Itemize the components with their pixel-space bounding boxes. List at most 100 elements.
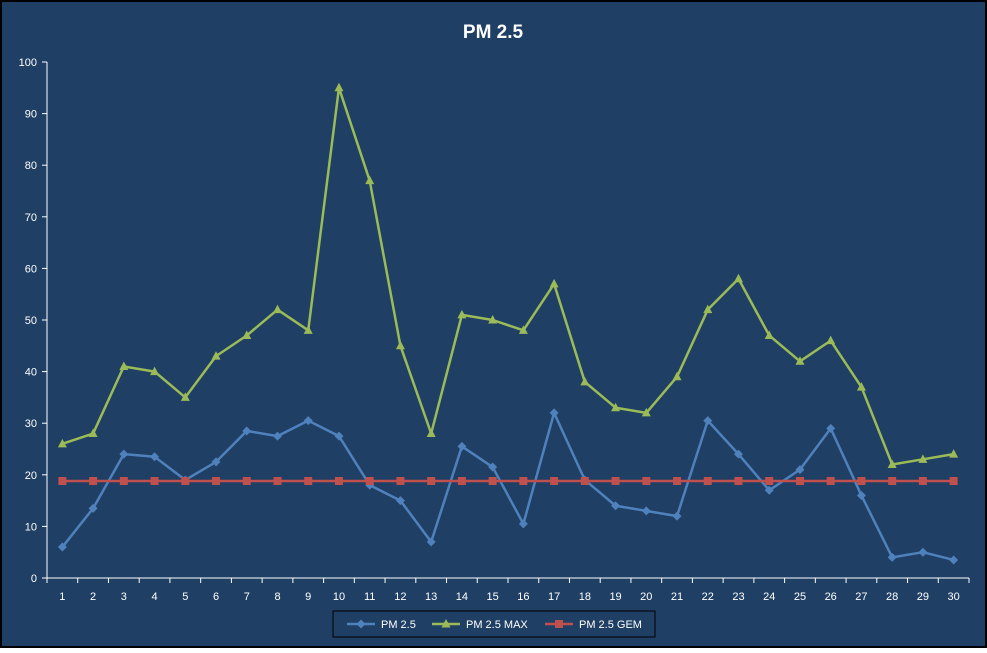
x-tick-label: 3	[121, 591, 127, 603]
data-point-0	[856, 490, 866, 500]
y-tick-label: 10	[25, 521, 37, 533]
data-point-1	[488, 315, 498, 324]
data-point-1	[580, 376, 590, 386]
data-point-2	[765, 476, 774, 485]
x-tick-label: 2	[90, 591, 96, 603]
data-point-2	[212, 476, 221, 485]
y-tick-label: 60	[25, 263, 37, 275]
x-tick-label: 22	[702, 591, 714, 603]
data-point-1	[150, 366, 160, 376]
legend-marker-0	[356, 619, 366, 629]
data-point-2	[580, 476, 589, 485]
data-point-0	[949, 555, 959, 565]
x-tick-label: 21	[671, 591, 683, 603]
data-point-0	[734, 449, 743, 459]
y-tick-label: 100	[19, 57, 37, 69]
x-tick-label: 9	[305, 591, 311, 603]
data-point-0	[395, 496, 405, 506]
x-tick-label: 13	[425, 591, 437, 603]
series-line-1	[61, 86, 954, 466]
series-line-0	[61, 411, 954, 562]
data-point-1	[887, 459, 897, 468]
data-point-0	[334, 431, 344, 441]
data-point-1	[242, 330, 252, 339]
legend: PM 2.5 PM 2.5 MAX PM 2.5 GEM	[332, 610, 656, 638]
x-tick-label: 5	[182, 591, 188, 603]
data-point-2	[273, 476, 282, 485]
data-point-0	[611, 501, 621, 511]
data-point-0	[641, 506, 651, 516]
x-tick-label: 12	[394, 591, 406, 603]
data-point-1	[273, 304, 282, 314]
data-point-1	[180, 392, 190, 401]
data-point-0	[918, 547, 928, 557]
x-tick-label: 19	[609, 591, 621, 603]
data-point-1	[365, 175, 375, 185]
data-point-2	[550, 476, 559, 485]
data-point-2	[611, 476, 620, 485]
data-point-2	[365, 476, 374, 485]
data-point-1	[303, 325, 313, 334]
data-point-2	[642, 476, 651, 485]
data-point-2	[519, 476, 528, 485]
data-point-2	[457, 476, 466, 485]
data-point-2	[795, 476, 804, 485]
data-point-0	[88, 503, 98, 513]
data-point-2	[181, 476, 190, 485]
data-point-0	[457, 441, 467, 451]
x-tick-label: 15	[487, 591, 499, 603]
data-point-2	[242, 476, 251, 485]
data-point-0	[488, 462, 498, 472]
data-point-1	[518, 325, 528, 334]
y-tick-label: 80	[25, 160, 37, 172]
data-point-1	[395, 340, 405, 350]
data-point-1	[918, 454, 928, 463]
data-point-2	[488, 476, 497, 485]
data-point-0	[672, 511, 682, 521]
data-point-0	[303, 416, 313, 426]
data-point-2	[427, 476, 436, 485]
x-tick-label: 28	[886, 591, 898, 603]
data-point-1	[856, 382, 866, 391]
x-tick-label: 30	[948, 591, 960, 603]
data-point-2	[888, 476, 897, 485]
x-tick-label: 25	[794, 591, 806, 603]
data-point-2	[734, 476, 743, 485]
legend-label-0: PM 2.5	[381, 619, 416, 631]
data-point-1	[949, 449, 959, 458]
y-tick-label: 30	[25, 418, 37, 430]
data-point-0	[119, 449, 129, 459]
y-tick-label: 0	[31, 573, 37, 585]
data-point-0	[211, 457, 221, 467]
x-tick-label: 7	[244, 591, 250, 603]
data-point-2	[150, 476, 159, 485]
data-point-2	[703, 476, 712, 485]
data-point-1	[611, 402, 621, 412]
data-point-0	[242, 426, 252, 436]
data-point-0	[826, 423, 836, 433]
x-tick-label: 6	[213, 591, 219, 603]
x-tick-label: 27	[855, 591, 867, 603]
data-point-2	[949, 476, 958, 485]
data-point-0	[795, 465, 805, 475]
data-point-2	[334, 476, 343, 485]
data-point-0	[518, 519, 528, 529]
x-tick-label: 20	[640, 591, 652, 603]
data-point-0	[426, 537, 436, 547]
data-point-1	[641, 407, 651, 417]
data-point-2	[89, 476, 98, 485]
data-point-2	[396, 476, 405, 485]
data-point-0	[273, 431, 282, 441]
data-point-1	[426, 428, 436, 438]
x-tick-label: 17	[548, 591, 560, 603]
data-point-0	[887, 552, 897, 562]
x-tick-label: 1	[59, 591, 65, 603]
x-tick-label: 14	[456, 591, 468, 603]
data-point-1	[795, 356, 805, 365]
x-tick-label: 16	[517, 591, 529, 603]
data-point-1	[119, 361, 129, 370]
x-tick-label: 29	[917, 591, 929, 603]
data-point-0	[57, 542, 67, 552]
